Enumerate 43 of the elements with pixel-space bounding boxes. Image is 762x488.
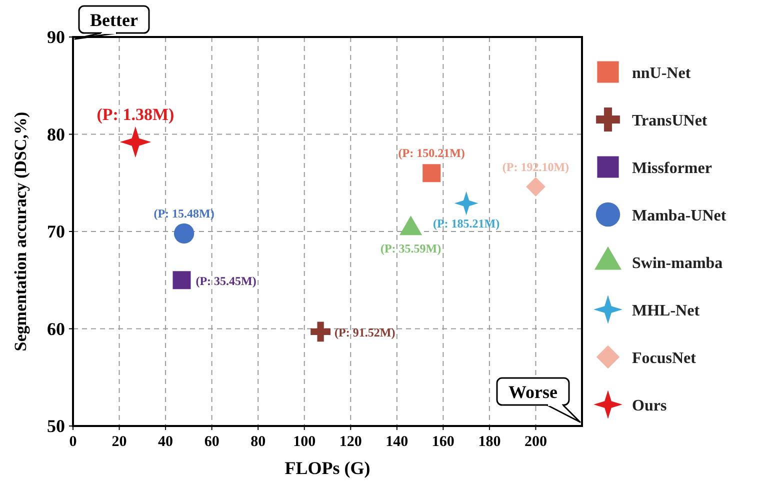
y-tick-label: 70	[47, 222, 65, 242]
y-tick-label: 60	[47, 318, 65, 339]
point	[422, 164, 441, 182]
x-axis-title: FLOPs (G)	[284, 458, 370, 478]
annotation: (P: 185.21M)	[432, 216, 500, 230]
x-tick-label: 180	[478, 434, 501, 450]
x-tick-label: 40	[158, 434, 174, 450]
legend-label: nnU-Net	[632, 65, 692, 82]
y-tick-label: 50	[47, 416, 65, 436]
x-tick-label: 120	[339, 434, 362, 450]
annotation: (P: 15.48M)	[154, 206, 214, 220]
point	[454, 191, 478, 216]
point	[120, 126, 152, 158]
x-tick-label: 0	[69, 434, 77, 450]
legend-label: Ours	[632, 398, 667, 414]
annotation: (P: 192.10M)	[502, 160, 570, 174]
x-tick-label: 60	[204, 434, 220, 450]
point	[172, 271, 191, 290]
point	[526, 177, 546, 196]
y-tick-label: 80	[47, 124, 65, 144]
x-tick-label: 20	[112, 434, 127, 450]
annotation: (P: 35.45M)	[196, 274, 256, 288]
annotation: (P: 35.59M)	[380, 242, 442, 256]
legend-label: TransUNet	[632, 112, 708, 130]
point	[310, 322, 331, 342]
x-tick-label: 140	[386, 434, 408, 450]
legend-label: Missformer	[632, 160, 712, 177]
y-axis-title: Segmentation accuracy (DSC,%)	[11, 112, 30, 352]
x-tick-label: 100	[293, 434, 316, 450]
legend-label: Swin-mamba	[632, 255, 723, 272]
annotation: (P: 150.21M)	[398, 146, 465, 160]
annotation: Worse	[508, 382, 558, 402]
y-tick-label: 90	[47, 27, 65, 47]
annotation: (P: 1.38M)	[96, 105, 174, 124]
x-tick-label: 160	[432, 434, 454, 450]
legend-label: Mamba-UNet	[632, 208, 727, 224]
annotation: (P: 91.52M)	[334, 326, 396, 340]
text: Better	[90, 10, 138, 30]
x-tick-label: 80	[250, 434, 266, 450]
x-tick-label: 200	[524, 434, 547, 450]
legend-label: FocusNet	[632, 350, 697, 367]
point	[174, 223, 194, 244]
legend-label: MHL-Net	[632, 302, 700, 320]
